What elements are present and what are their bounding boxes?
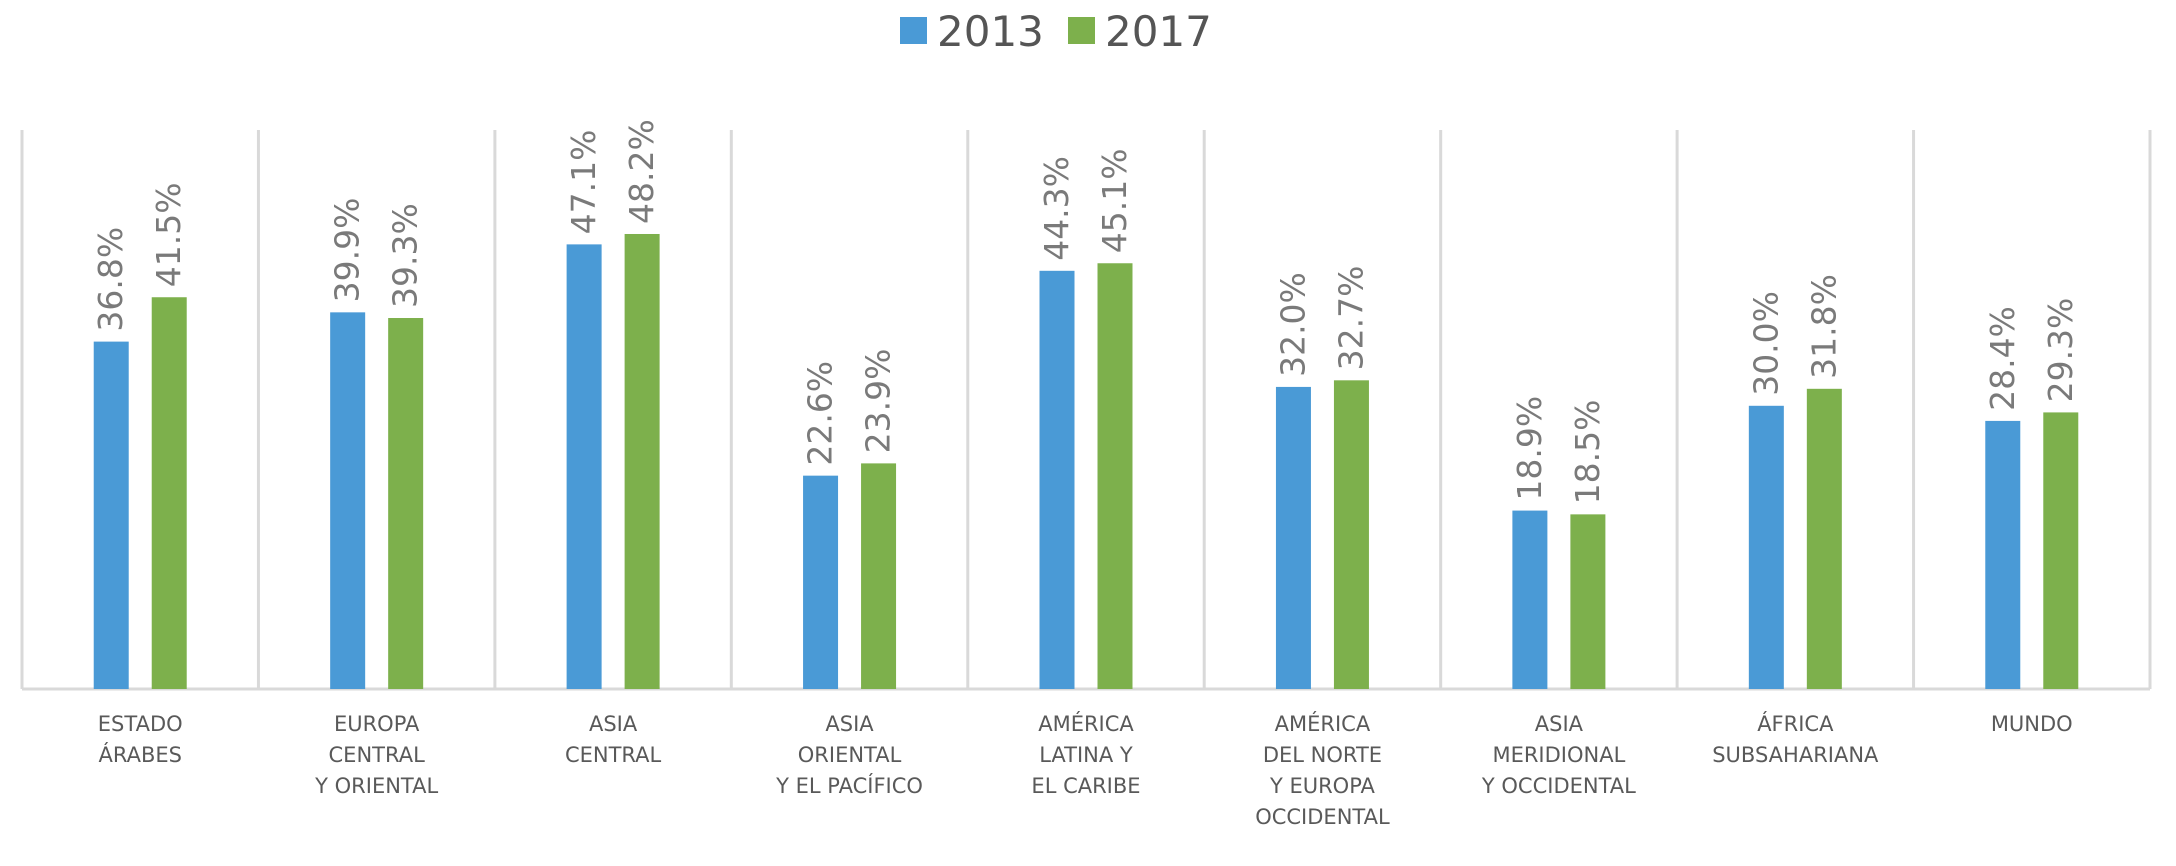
bar-2017-asia-meridional-y-occidental [1570,514,1606,689]
bars-group [93,233,2079,689]
bar-2013-asia-meridional-y-occidental [1512,510,1548,689]
bar-2017-asia-oriental-y-el-pacifico [861,463,897,689]
data-label-2013-africa-subsahariana: 30.0% [1746,291,1785,396]
bar-2017-europa-central-y-oriental [388,318,424,689]
data-label-2013-asia-meridional-y-occidental: 18.9% [1510,396,1549,501]
bar-2017-estado-arabes [151,297,187,689]
category-labels-group: ESTADO ÁRABES EUROPA CENTRAL Y ORIENTAL ASIA C… [98,711,2073,829]
data-label-2017-america-del-norte-y-europa-occidental: 32.7% [1331,265,1370,370]
data-label-2017-mundo: 29.3% [2041,298,2080,403]
chart-legend: 2013 2017 [900,7,1212,56]
bar-2013-africa-subsahariana [1748,405,1784,689]
legend-swatch-2017 [1068,17,1095,44]
bar-2013-mundo [1985,420,2021,689]
bar-2013-america-del-norte-y-europa-occidental [1275,386,1311,689]
category-label-africa-subsahariana: ÁFRICA SUBSAHARIANA [1712,711,1879,767]
legend-label-2017: 2017 [1105,7,1212,56]
category-label-asia-oriental-y-el-pacifico: ASIA ORIENTAL Y EL PACÍFICO [775,712,923,798]
bar-2013-estado-arabes [93,341,129,689]
category-label-america-latina-y-el-caribe: AMÉRICA LATINA Y EL CARIBE [1031,711,1140,798]
data-label-2013-europa-central-y-oriental: 39.9% [328,198,367,303]
category-label-america-del-norte-y-europa-occidental: AMÉRICA DEL NORTE Y EUROPA OCCIDENTAL [1255,711,1390,829]
data-label-2013-asia-central: 47.1% [564,130,603,235]
category-label-europa-central-y-oriental: EUROPA CENTRAL Y ORIENTAL [314,712,438,798]
bar-2013-europa-central-y-oriental [330,312,366,689]
data-label-2017-asia-meridional-y-occidental: 18.5% [1568,400,1607,505]
category-label-estado-arabes: ESTADO ÁRABES [98,712,183,767]
bar-2017-america-latina-y-el-caribe [1097,263,1133,689]
data-label-2017-estado-arabes: 41.5% [149,182,188,287]
data-label-2013-asia-oriental-y-el-pacifico: 22.6% [801,361,840,466]
category-label-asia-central: ASIA CENTRAL [565,712,662,767]
bar-2013-asia-central [566,244,602,689]
bar-2017-africa-subsahariana [1806,388,1842,689]
bar-2013-america-latina-y-el-caribe [1039,270,1075,689]
bar-2013-asia-oriental-y-el-pacifico [803,475,839,689]
data-labels-group: 36.8% 41.5% 39.9% 39.3% 47.1% 48.2% 22.6% 23.9%… [91,119,2080,504]
data-label-2013-america-del-norte-y-europa-occidental: 32.0% [1273,272,1312,377]
bar-2017-mundo [2043,412,2079,689]
data-label-2013-america-latina-y-el-caribe: 44.3% [1037,156,1076,261]
legend-label-2013: 2013 [937,7,1044,56]
data-label-2017-asia-oriental-y-el-pacifico: 23.9% [859,349,898,454]
bar-2017-america-del-norte-y-europa-occidental [1333,380,1369,689]
data-label-2017-europa-central-y-oriental: 39.3% [386,203,425,308]
data-label-2017-africa-subsahariana: 31.8% [1804,274,1843,379]
legend-swatch-2013 [900,17,927,44]
data-label-2013-mundo: 28.4% [1983,306,2022,411]
category-label-mundo: MUNDO [1991,712,2073,736]
category-separators [20,130,2152,689]
data-label-2013-estado-arabes: 36.8% [91,227,130,332]
data-label-2017-america-latina-y-el-caribe: 45.1% [1095,148,1134,253]
category-label-asia-meridional-y-occidental: ASIA MERIDIONAL Y OCCIDENTAL [1481,712,1636,798]
data-label-2017-asia-central: 48.2% [622,119,661,224]
bar-2017-asia-central [624,233,660,689]
